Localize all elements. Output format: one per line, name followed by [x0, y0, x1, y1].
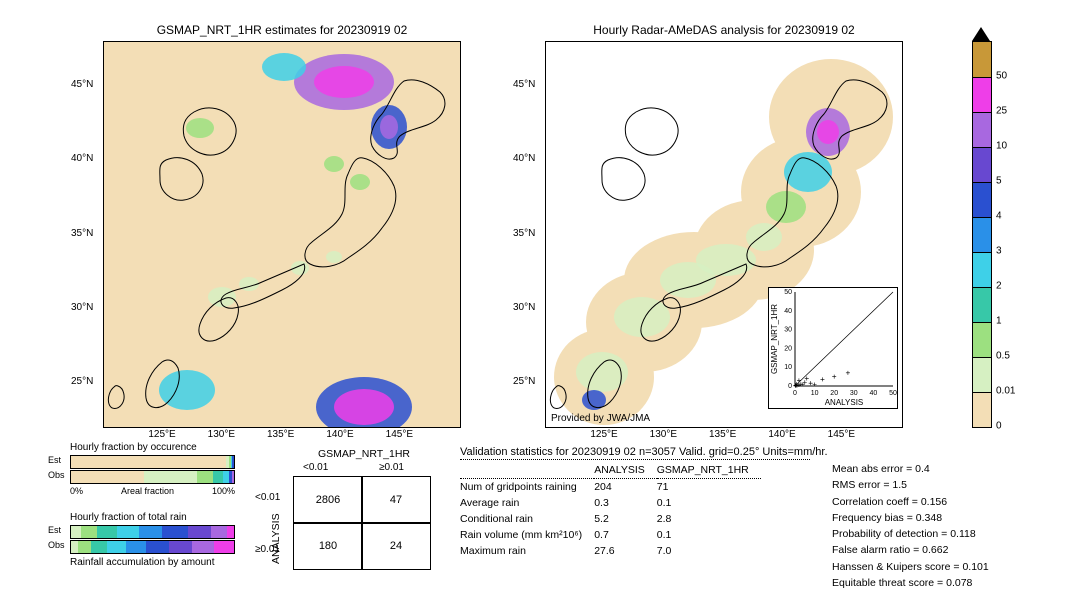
contingency-table: GSMAP_NRT_1HR ANALYSIS <0.01 ≥0.01 <0.01… — [275, 448, 435, 578]
svg-text:50: 50 — [889, 390, 897, 397]
svg-text:10: 10 — [811, 390, 819, 397]
stats-right: Mean abs error = 0.4RMS error = 1.5Corre… — [832, 461, 989, 591]
svg-text:0: 0 — [793, 390, 797, 397]
right-map: 00 10 10 20 20 30 30 40 40 50 50 ANALYSIS GSMAP_NRT_… — [545, 41, 903, 428]
left-map-title: GSMAP_NRT_1HR estimates for 20230919 02 — [103, 23, 461, 37]
left-map — [103, 41, 461, 428]
svg-text:20: 20 — [784, 345, 792, 352]
svg-text:50: 50 — [784, 289, 792, 296]
colorbar-arrow — [972, 27, 990, 41]
svg-text:40: 40 — [870, 390, 878, 397]
svg-text:30: 30 — [850, 390, 858, 397]
svg-text:20: 20 — [830, 390, 838, 397]
provider-label: Provided by JWA/JMA — [551, 413, 650, 424]
colorbar: 00.010.512345102550 — [972, 41, 990, 426]
svg-text:ANALYSIS: ANALYSIS — [825, 398, 864, 407]
svg-text:40: 40 — [784, 308, 792, 315]
mini-occurrence: Hourly fraction by occurence EstObs 0% A… — [70, 442, 235, 496]
right-map-title: Hourly Radar-AMeDAS analysis for 2023091… — [545, 23, 903, 37]
svg-text:GSMAP_NRT_1HR: GSMAP_NRT_1HR — [770, 304, 779, 374]
mini-totalrain: Hourly fraction of total rain EstObs Rai… — [70, 512, 235, 570]
svg-text:10: 10 — [784, 364, 792, 371]
svg-text:30: 30 — [784, 327, 792, 334]
stats-table: Validation statistics for 20230919 02 n=… — [460, 446, 810, 559]
svg-text:0: 0 — [788, 383, 792, 390]
scatter-inset: 00 10 10 20 20 30 30 40 40 50 50 ANALYSIS GSMAP_NRT_… — [768, 287, 898, 409]
